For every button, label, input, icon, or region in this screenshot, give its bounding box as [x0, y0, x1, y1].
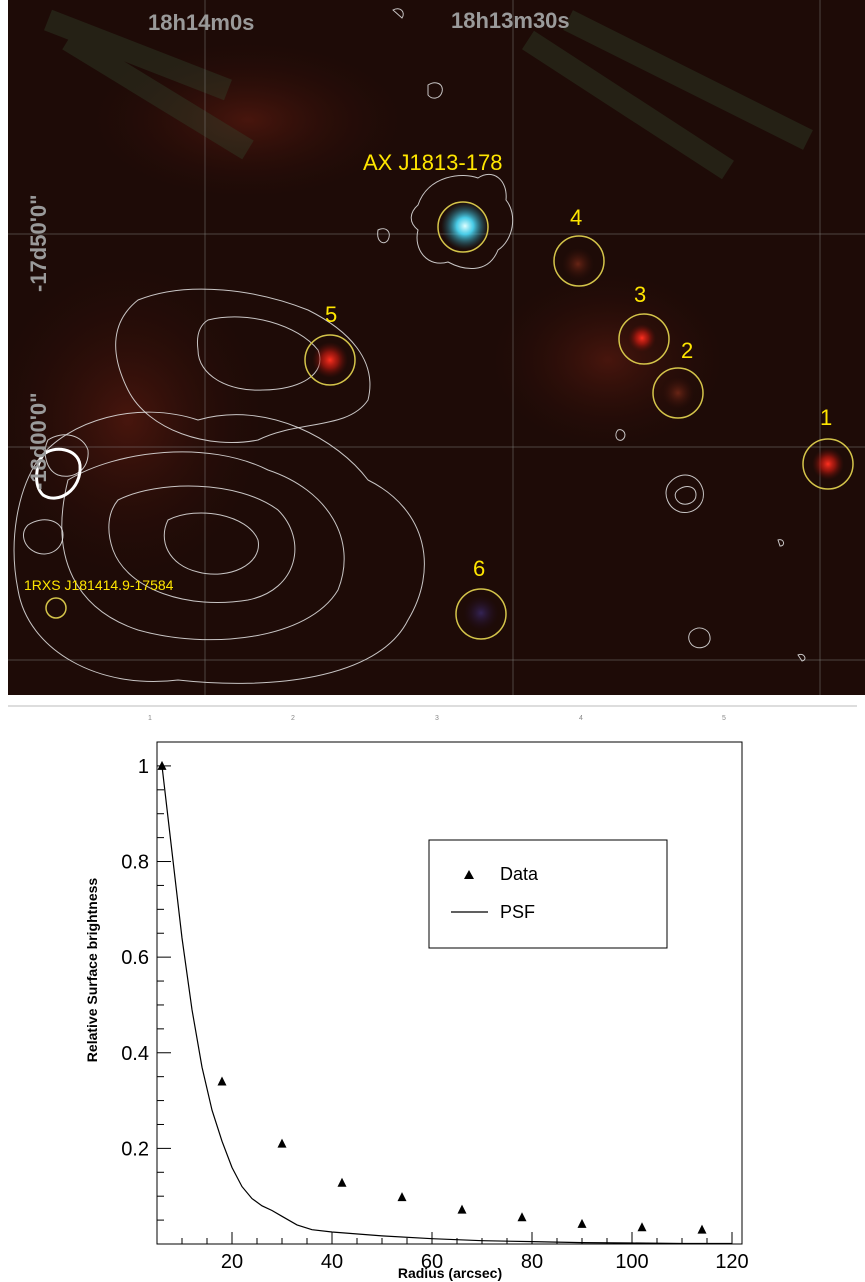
rosat-source-circle [45, 597, 67, 619]
data-point [277, 1138, 287, 1148]
dec-label: -18d00'0" [26, 392, 51, 490]
data-point [697, 1224, 707, 1234]
source-1-circle [802, 438, 854, 490]
ruler-tick: 2 [291, 715, 295, 722]
source-3-glow [628, 324, 656, 352]
data-point [637, 1222, 647, 1232]
source-circles [45, 201, 854, 640]
legend-data-marker [464, 870, 474, 879]
y-axis-title: Relative Surface brightness [84, 878, 100, 1063]
source-5-label: 5 [325, 302, 337, 327]
x-tick-label: 20 [221, 1251, 243, 1273]
x-tick-label: 120 [715, 1251, 748, 1273]
bright-contour-blob [35, 447, 82, 500]
diffuse-emission [8, 260, 268, 580]
pixel-ruler: 1 2 3 4 5 [8, 705, 857, 722]
y-tick-label: 0.2 [121, 1138, 149, 1160]
x-tick-label: 80 [521, 1251, 543, 1273]
data-point [217, 1076, 227, 1086]
ruler-tick: 5 [722, 715, 726, 722]
y-tick-label: 1 [138, 756, 149, 778]
ra-label: 18h13m30s [451, 8, 570, 33]
y-tick-label: 0.4 [121, 1043, 149, 1065]
x-tick-label: 100 [615, 1251, 648, 1273]
source-3-label: 3 [634, 282, 646, 307]
legend-data-label: Data [500, 864, 539, 884]
ruler-tick: 4 [579, 715, 583, 722]
source-2-label: 2 [681, 338, 693, 363]
dec-label: -17d50'0" [26, 194, 51, 292]
source-4-label: 4 [570, 205, 582, 230]
data-point [457, 1204, 467, 1214]
source-6-label: 6 [473, 556, 485, 581]
rosat-source-label: 1RXS J181414.9-17584 [24, 577, 174, 593]
y-axis: 0.2 0.4 0.6 0.8 1 [121, 756, 171, 1221]
source-4-circle [553, 235, 605, 287]
data-point [157, 760, 167, 770]
x-tick-label: 40 [321, 1251, 343, 1273]
source-2-circle [652, 367, 704, 419]
radial-profile-chart: 20 40 60 80 100 120 0.2 0.4 0.6 0.8 1 Radius (arc… [84, 741, 749, 1281]
ruler-tick: 1 [148, 715, 152, 722]
coordinate-grid [8, 0, 865, 695]
legend-box [428, 839, 668, 949]
y-tick-label: 0.6 [121, 947, 149, 969]
legend: Data PSF [428, 839, 668, 949]
source-6-glow [463, 595, 499, 631]
diffuse-streaks [44, 9, 813, 180]
source-5-circle [304, 334, 356, 386]
psf-curve [161, 765, 732, 1245]
main-source-glow [441, 202, 489, 250]
ruler-tick: 3 [435, 715, 439, 722]
sky-image: 18h14m0s 18h13m30s -17d50'0" -18d00'0" A… [8, 0, 865, 695]
data-point [337, 1177, 347, 1187]
ra-label: 18h14m0s [148, 10, 254, 35]
source-5-glow [312, 342, 348, 378]
data-point [577, 1218, 587, 1228]
x-axis: 20 40 60 80 100 120 [181, 1232, 749, 1273]
source-4-glow [562, 248, 594, 280]
legend-psf-label: PSF [500, 902, 535, 922]
data-point [517, 1212, 527, 1222]
data-points [157, 760, 707, 1234]
source-3-circle [618, 313, 670, 365]
data-point [397, 1192, 407, 1202]
y-tick-label: 0.8 [121, 852, 149, 874]
diffuse-emission [88, 40, 408, 200]
main-source-label: AX J1813-178 [363, 150, 502, 175]
source-1-label: 1 [820, 405, 832, 430]
source-1-glow [812, 448, 844, 480]
x-axis-title: Radius (arcsec) [398, 1265, 502, 1281]
plot-frame [156, 741, 743, 1245]
x-tick-label: 60 [421, 1251, 443, 1273]
source-2-glow [662, 377, 694, 409]
main-source-circle [437, 201, 489, 253]
source-6-circle [455, 588, 507, 640]
